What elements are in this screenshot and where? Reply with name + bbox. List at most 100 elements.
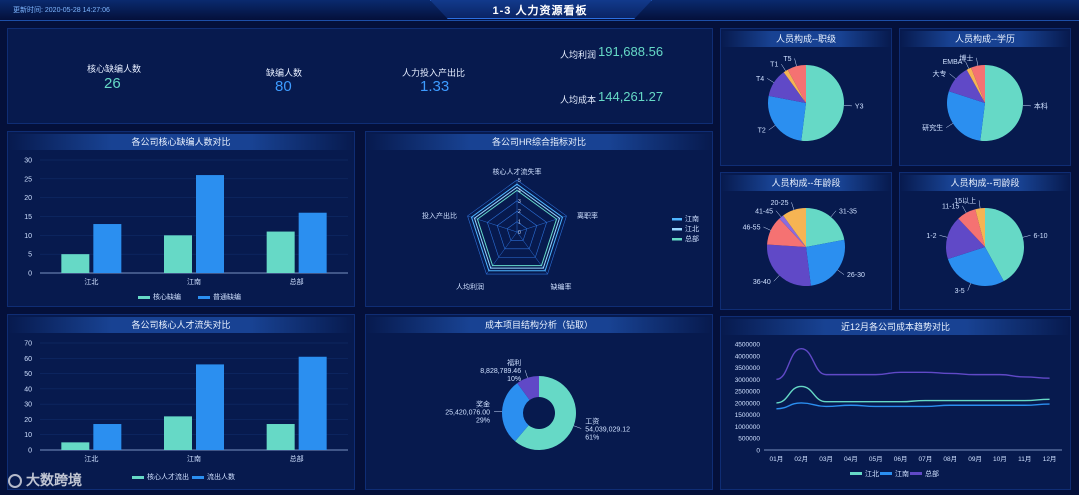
legend-label: 江北 bbox=[865, 470, 879, 478]
legend-label: 总部 bbox=[685, 234, 699, 243]
bar bbox=[196, 175, 224, 273]
pie-leader bbox=[524, 370, 528, 378]
pie-label: EMBA bbox=[943, 59, 963, 66]
pie-slice bbox=[768, 95, 806, 141]
pie-label: 大专 bbox=[933, 69, 947, 78]
panel-title: 人员构成--职级 bbox=[721, 31, 891, 47]
legend-swatch bbox=[910, 472, 922, 475]
y-tick-label: 4500000 bbox=[735, 342, 761, 349]
legend-label: 核心缺编 bbox=[153, 292, 181, 301]
y-tick-label: 5 bbox=[28, 252, 32, 259]
x-tick-label: 总部 bbox=[290, 277, 304, 286]
watermark-text: 大数跨境 bbox=[26, 472, 82, 488]
pie-leader bbox=[781, 64, 786, 72]
pie-slice bbox=[783, 208, 806, 247]
kpi-label: 人均成本 bbox=[560, 95, 597, 105]
legend-swatch bbox=[672, 238, 682, 241]
panel-title: 人员构成--司龄段 bbox=[900, 175, 1070, 191]
pie-label: 41-45 bbox=[755, 208, 773, 215]
bar bbox=[266, 424, 295, 450]
radar-indicator-label: 投入产出比 bbox=[422, 211, 457, 220]
kpi-value: 80 bbox=[275, 78, 292, 95]
x-tick-label: 01月 bbox=[770, 455, 784, 463]
y-tick-label: 0 bbox=[28, 448, 32, 455]
bar bbox=[164, 235, 192, 273]
radar-axis bbox=[467, 215, 518, 233]
x-tick-label: 江北 bbox=[84, 278, 98, 286]
line-series bbox=[776, 402, 1050, 410]
pie-slice bbox=[806, 208, 845, 247]
pie-label: 博士 bbox=[959, 53, 973, 62]
legend-label: 江南 bbox=[685, 214, 699, 223]
y-tick-label: 20 bbox=[24, 195, 32, 202]
pie-slice bbox=[946, 218, 985, 260]
pie-leader bbox=[939, 235, 948, 238]
logo-icon bbox=[8, 474, 22, 489]
y-tick-label: 10 bbox=[24, 432, 32, 439]
bar bbox=[93, 224, 122, 273]
y-tick-label: 25 bbox=[24, 176, 32, 183]
x-tick-label: 09月 bbox=[968, 455, 982, 463]
y-tick-label: 10 bbox=[24, 233, 32, 240]
legend-swatch bbox=[880, 472, 892, 475]
x-tick-label: 总部 bbox=[290, 454, 304, 463]
pie-label: 11-15 bbox=[942, 203, 959, 210]
y-tick-label: 2500000 bbox=[735, 389, 761, 396]
y-tick-label: 3000000 bbox=[735, 377, 761, 384]
legend-swatch bbox=[192, 476, 204, 479]
bar bbox=[93, 424, 122, 450]
kpi-label: 人力投入产出比 bbox=[402, 68, 466, 78]
pie-label: T2 bbox=[758, 128, 766, 135]
y-tick-label: 30 bbox=[24, 158, 32, 165]
pie-leader bbox=[962, 205, 967, 213]
bar bbox=[196, 364, 224, 450]
y-tick-label: 0 bbox=[28, 271, 32, 278]
legend-label: 普通缺编 bbox=[213, 292, 241, 301]
radar-ring bbox=[506, 221, 528, 241]
kpi-panel bbox=[7, 28, 713, 124]
radar-indicator-label: 缺编率 bbox=[551, 282, 572, 291]
pie-slice bbox=[980, 65, 1023, 141]
pie-slice bbox=[502, 383, 530, 442]
radar-indicator-label: 核心人才流失率 bbox=[493, 167, 542, 176]
pie-leader bbox=[967, 283, 971, 291]
pie-value: 25,420,076.00 bbox=[445, 409, 490, 416]
pie-leader bbox=[773, 275, 780, 282]
pie-leader bbox=[573, 425, 582, 429]
legend-swatch bbox=[132, 476, 144, 479]
pie-slice bbox=[801, 65, 844, 141]
bar bbox=[298, 212, 327, 273]
legend-swatch bbox=[672, 218, 682, 221]
pie-slice bbox=[947, 247, 1004, 286]
pie-label: 本科 bbox=[1034, 101, 1048, 110]
radar-ring bbox=[467, 179, 567, 275]
pie-slice bbox=[806, 239, 845, 286]
y-tick-label: 40 bbox=[24, 386, 32, 393]
pie-label: 31-35 bbox=[839, 208, 857, 215]
pie-slice bbox=[947, 91, 985, 141]
bar bbox=[298, 356, 327, 450]
panel-title: 成本项目结构分析（钻取） bbox=[366, 317, 712, 333]
kpi-label: 人均利润 bbox=[560, 50, 597, 60]
x-tick-label: 04月 bbox=[844, 455, 858, 463]
x-tick-label: 11月 bbox=[1018, 455, 1031, 463]
x-tick-label: 江南 bbox=[187, 454, 201, 463]
pie-slice bbox=[767, 218, 806, 247]
talent-loss-panel: 各公司核心人才流失对比 bbox=[7, 314, 355, 490]
pie-leader bbox=[946, 123, 954, 128]
x-tick-label: 05月 bbox=[869, 455, 883, 463]
pie-slice bbox=[966, 67, 985, 103]
pie-label: 3-5 bbox=[955, 288, 965, 295]
pie-slice bbox=[948, 69, 985, 103]
radar-series bbox=[476, 189, 558, 267]
radar-scale-label: 0 bbox=[518, 230, 521, 236]
pie-leader bbox=[1022, 105, 1031, 107]
legend-swatch bbox=[672, 228, 682, 231]
pie-value: 54,039,029.12 bbox=[585, 427, 630, 434]
update-time: 更新时间: 2020-05-28 14:27:06 bbox=[13, 7, 110, 14]
y-tick-label: 15 bbox=[24, 214, 32, 221]
kpi-label: 缺编人数 bbox=[266, 68, 303, 78]
pie-slice bbox=[768, 72, 806, 103]
page-title: 1-3 人力资源看板 bbox=[492, 5, 588, 17]
